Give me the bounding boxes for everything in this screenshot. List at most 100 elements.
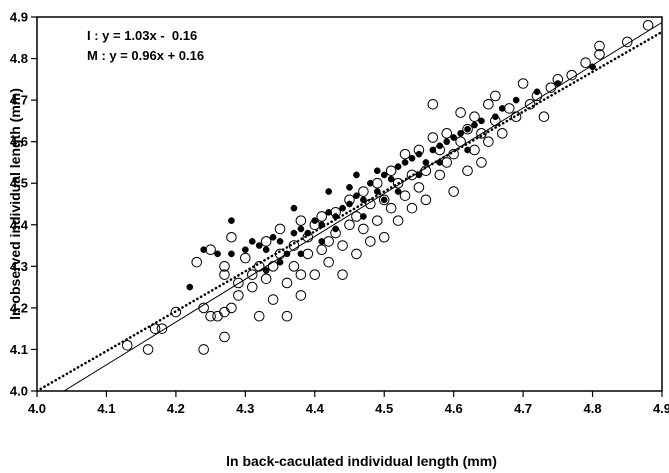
filled-circle-point — [394, 163, 402, 170]
open-circle-point — [483, 98, 494, 110]
open-circle-point — [219, 331, 230, 343]
filled-circle-point — [471, 121, 478, 129]
y-tick-label: 4.7 — [10, 93, 28, 108]
open-circle-point — [594, 49, 605, 60]
open-circle-point — [219, 269, 230, 280]
open-circle-point — [358, 223, 369, 235]
open-circle-point — [441, 128, 453, 139]
filled-circle-point — [422, 159, 430, 166]
filled-circle-point — [186, 283, 194, 291]
open-circle-point — [219, 261, 230, 272]
open-circle-point — [205, 244, 216, 256]
filled-circle-point — [269, 233, 277, 241]
y-axis: 4.0 4.1 4.2 4.3 4.4 4.5 4.6 4.7 4.8 4.9 — [10, 10, 37, 399]
y-tick-label: 4.5 — [10, 176, 28, 191]
open-circle-point — [351, 248, 362, 260]
filled-circle-point — [353, 192, 360, 200]
x-tick-label: 4.4 — [306, 401, 325, 416]
open-circle-point — [344, 219, 355, 231]
x-tick-label: 4.5 — [375, 401, 393, 416]
open-circle-point — [316, 211, 328, 222]
filled-circle-point — [325, 188, 333, 195]
filled-circle-point — [387, 175, 395, 183]
filled-circle-point — [304, 229, 312, 237]
open-circle-point — [351, 211, 362, 222]
regression-lines — [37, 21, 662, 391]
open-circle-point — [392, 177, 404, 189]
filled-circle-point — [290, 204, 298, 212]
open-circle-point — [469, 111, 480, 123]
filled-circle-point — [262, 267, 270, 274]
filled-circle-point — [380, 171, 388, 179]
open-circle-point — [538, 111, 550, 123]
open-circle-point — [358, 186, 369, 197]
filled-circle-point — [415, 150, 423, 158]
open-circle-point — [545, 82, 557, 93]
filled-circle-point — [380, 196, 388, 204]
open-circle-point — [295, 269, 307, 280]
x-tick-label: 4.2 — [167, 401, 185, 416]
open-circle-point — [191, 256, 203, 268]
open-circle-point — [267, 261, 279, 272]
filled-circle-point — [366, 179, 374, 187]
equation-m: M : y = 0.96x + 0.16 — [87, 48, 204, 63]
filled-circle-point — [373, 188, 381, 195]
equation-i: I : y = 1.03x - 0.16 — [87, 28, 197, 43]
filled-circle-point — [241, 246, 249, 254]
open-circle-point — [483, 136, 494, 147]
filled-circle-point — [297, 225, 305, 233]
open-circle-point — [337, 240, 348, 251]
filled-circle-point — [443, 138, 451, 146]
open-circle-point — [121, 339, 133, 351]
open-circle-point — [198, 302, 209, 314]
x-tick-label: 4.6 — [445, 401, 463, 416]
filled-circle-point — [255, 242, 263, 249]
open-circle-point — [455, 136, 466, 147]
open-circle-point — [496, 128, 508, 139]
open-circle-point — [198, 344, 209, 355]
filled-circle-point — [276, 258, 284, 266]
filled-circle-point — [491, 113, 499, 121]
filled-circle-point — [248, 238, 256, 245]
open-circle-point — [594, 40, 605, 52]
open-circle-point — [323, 236, 334, 247]
regression-line-i — [63, 21, 662, 391]
open-circle-point — [476, 128, 487, 139]
filled-circle-point — [512, 96, 520, 104]
filled-circle-point — [554, 80, 562, 87]
data-points — [121, 20, 654, 355]
open-circle-point — [469, 144, 480, 156]
open-circle-point — [253, 261, 265, 272]
open-circle-point — [240, 252, 251, 264]
open-circle-point — [524, 98, 536, 110]
open-circle-point — [621, 36, 633, 48]
open-circle-point — [288, 240, 300, 251]
open-circle-point — [476, 157, 487, 168]
filled-circle-point — [339, 204, 346, 212]
open-circle-point — [316, 244, 328, 256]
open-circle-point — [385, 202, 397, 214]
open-circle-point — [260, 236, 272, 247]
open-circle-point — [427, 132, 439, 143]
filled-circle-point — [283, 250, 291, 258]
open-circle-point — [392, 215, 404, 226]
open-circle-point — [378, 194, 390, 206]
open-circle-point — [399, 190, 411, 201]
open-circle-point — [337, 269, 348, 280]
filled-circle-point — [464, 125, 471, 133]
open-circle-point — [295, 215, 307, 226]
filled-circle-point — [415, 171, 423, 179]
y-axis-title: ln observed individual length (mm) — [7, 88, 23, 320]
open-circle-point — [413, 182, 425, 193]
filled-circle-point — [533, 88, 541, 96]
open-circle-point — [226, 302, 237, 314]
open-circle-point — [260, 273, 272, 285]
filled-circle-point — [332, 225, 339, 233]
open-circle-point — [365, 198, 376, 210]
open-circle-point — [219, 306, 230, 318]
open-circle-point — [420, 165, 432, 177]
open-circle-point — [246, 269, 258, 280]
open-circle-point — [149, 323, 161, 334]
open-circle-point — [378, 231, 390, 243]
